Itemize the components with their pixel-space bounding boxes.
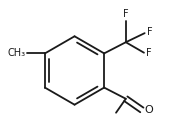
Text: F: F <box>146 48 152 58</box>
Text: O: O <box>144 105 153 115</box>
Text: F: F <box>147 27 153 37</box>
Text: F: F <box>123 9 129 19</box>
Text: CH₃: CH₃ <box>7 48 25 58</box>
